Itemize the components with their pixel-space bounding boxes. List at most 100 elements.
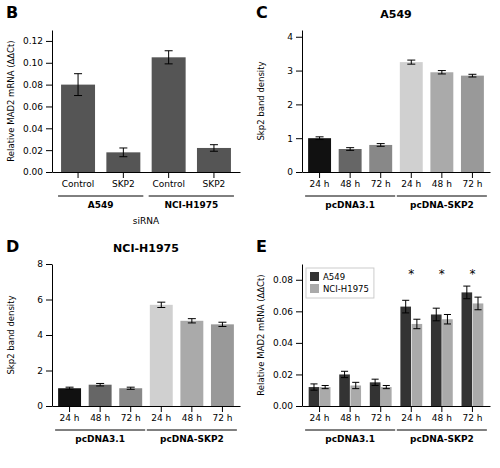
y-tick: 0.10 [23, 58, 52, 68]
tick-label: 0.06 [23, 102, 43, 112]
tick-mark [100, 406, 101, 412]
x-tick: 48 h [340, 172, 360, 189]
x-tick: 72 h [371, 406, 391, 423]
error-bar [218, 322, 226, 326]
group-label: pcDNA-SKP2 [410, 434, 474, 444]
tick-label: 0.08 [23, 80, 43, 90]
group-label: pcDNA-SKP2 [410, 200, 474, 210]
tick-label: 48 h [340, 179, 360, 189]
bar [89, 385, 112, 406]
bar [381, 387, 392, 406]
bars [61, 51, 231, 172]
tick-mark [222, 406, 223, 412]
y-tick: 0.08 [23, 80, 52, 90]
tick-label: 3 [287, 66, 293, 76]
error-bar [463, 286, 470, 299]
error-bar [407, 60, 415, 64]
tick-label: 0.00 [23, 167, 43, 177]
y-tick: 4 [37, 330, 52, 340]
bar [400, 307, 411, 406]
x-tick: 24 h [60, 406, 80, 423]
error-bar [346, 148, 354, 151]
bar [320, 387, 331, 406]
x-tick: 72 h [462, 406, 482, 423]
y-tick: 3 [287, 66, 302, 76]
y-tick: 0.00 [23, 167, 52, 177]
tick-label: 8 [37, 259, 43, 269]
group-line [305, 196, 395, 197]
y-axis: 0.000.020.040.060.08 [273, 265, 303, 412]
group-label: pcDNA3.1 [325, 434, 375, 444]
bar [339, 149, 362, 172]
bar [152, 57, 186, 172]
tick-mark [296, 172, 302, 173]
x-axis: ControlSKP2ControlSKP2 [53, 172, 241, 189]
y-tick: 4 [287, 32, 302, 42]
x-axis-title: siRNA [133, 216, 160, 226]
tick-label: 0.00 [273, 401, 293, 411]
panel: 0246824 h48 h72 h24 h48 h72 hpcDNA3.1pcD… [6, 237, 241, 444]
axis-line [302, 31, 303, 173]
group-line [397, 430, 487, 431]
bar [400, 62, 423, 172]
tick-mark [472, 406, 473, 412]
x-axis: 24 h48 h72 h24 h48 h72 h [303, 172, 491, 189]
tick-mark [191, 406, 192, 412]
group-line [397, 196, 487, 197]
bar [461, 76, 484, 172]
error-bar [96, 383, 104, 385]
y-tick: 6 [37, 295, 52, 305]
x-tick: Control [152, 172, 185, 189]
tick-label: 0.04 [273, 338, 293, 348]
tick-mark [123, 172, 124, 178]
bar [442, 319, 453, 406]
tick-mark [46, 63, 52, 64]
tick-mark [296, 374, 302, 375]
plot: 0123424 h48 h72 h24 h48 h72 hpcDNA3.1pcD… [256, 8, 491, 210]
tick-mark [46, 371, 52, 372]
tick-label: 0.10 [23, 58, 43, 68]
bar [211, 324, 234, 406]
tick-mark [380, 406, 381, 412]
annotation: * [439, 267, 445, 281]
tick-label: Control [152, 179, 185, 189]
group-line [147, 430, 237, 431]
bar [412, 324, 423, 406]
plot: 0.000.020.040.060.080.100.12ControlSKP2C… [6, 31, 241, 227]
group-line [55, 430, 145, 431]
group-label: NCI-H1975 [164, 200, 218, 210]
tick-label: 24 h [310, 413, 330, 423]
tick-label: 0 [37, 401, 43, 411]
x-tick: SKP2 [112, 172, 135, 189]
axis-line [53, 172, 241, 173]
tick-label: 6 [37, 295, 43, 305]
y-tick: 0.02 [273, 370, 302, 380]
tick-label: 4 [287, 32, 293, 42]
tick-label: 48 h [90, 413, 110, 423]
tick-label: 48 h [432, 413, 452, 423]
tick-mark [213, 172, 214, 178]
x-tick: 72 h [121, 406, 141, 423]
tick-mark [46, 264, 52, 265]
tick-label: 72 h [212, 413, 232, 423]
y-tick: 2 [37, 366, 52, 376]
axis-line [303, 406, 491, 407]
error-bar [316, 137, 324, 140]
legend-label: A549 [323, 272, 345, 282]
error-bar [210, 145, 218, 152]
error-bar [119, 148, 127, 157]
axis-line [53, 406, 241, 407]
y-tick: 0 [37, 401, 52, 411]
title: NCI-H1975 [113, 242, 179, 255]
y-tick: 0 [287, 167, 302, 177]
tick-mark [319, 172, 320, 178]
panel: 0123424 h48 h72 h24 h48 h72 hpcDNA3.1pcD… [256, 3, 491, 210]
error-bar [474, 297, 481, 310]
x-axis: 24 h48 h72 h24 h48 h72 h [53, 406, 241, 423]
annotation: * [469, 267, 475, 281]
error-bar [438, 71, 446, 74]
x-tick: 24 h [401, 172, 421, 189]
bar [180, 321, 203, 406]
error-bar [352, 382, 359, 388]
tick-mark [441, 406, 442, 412]
